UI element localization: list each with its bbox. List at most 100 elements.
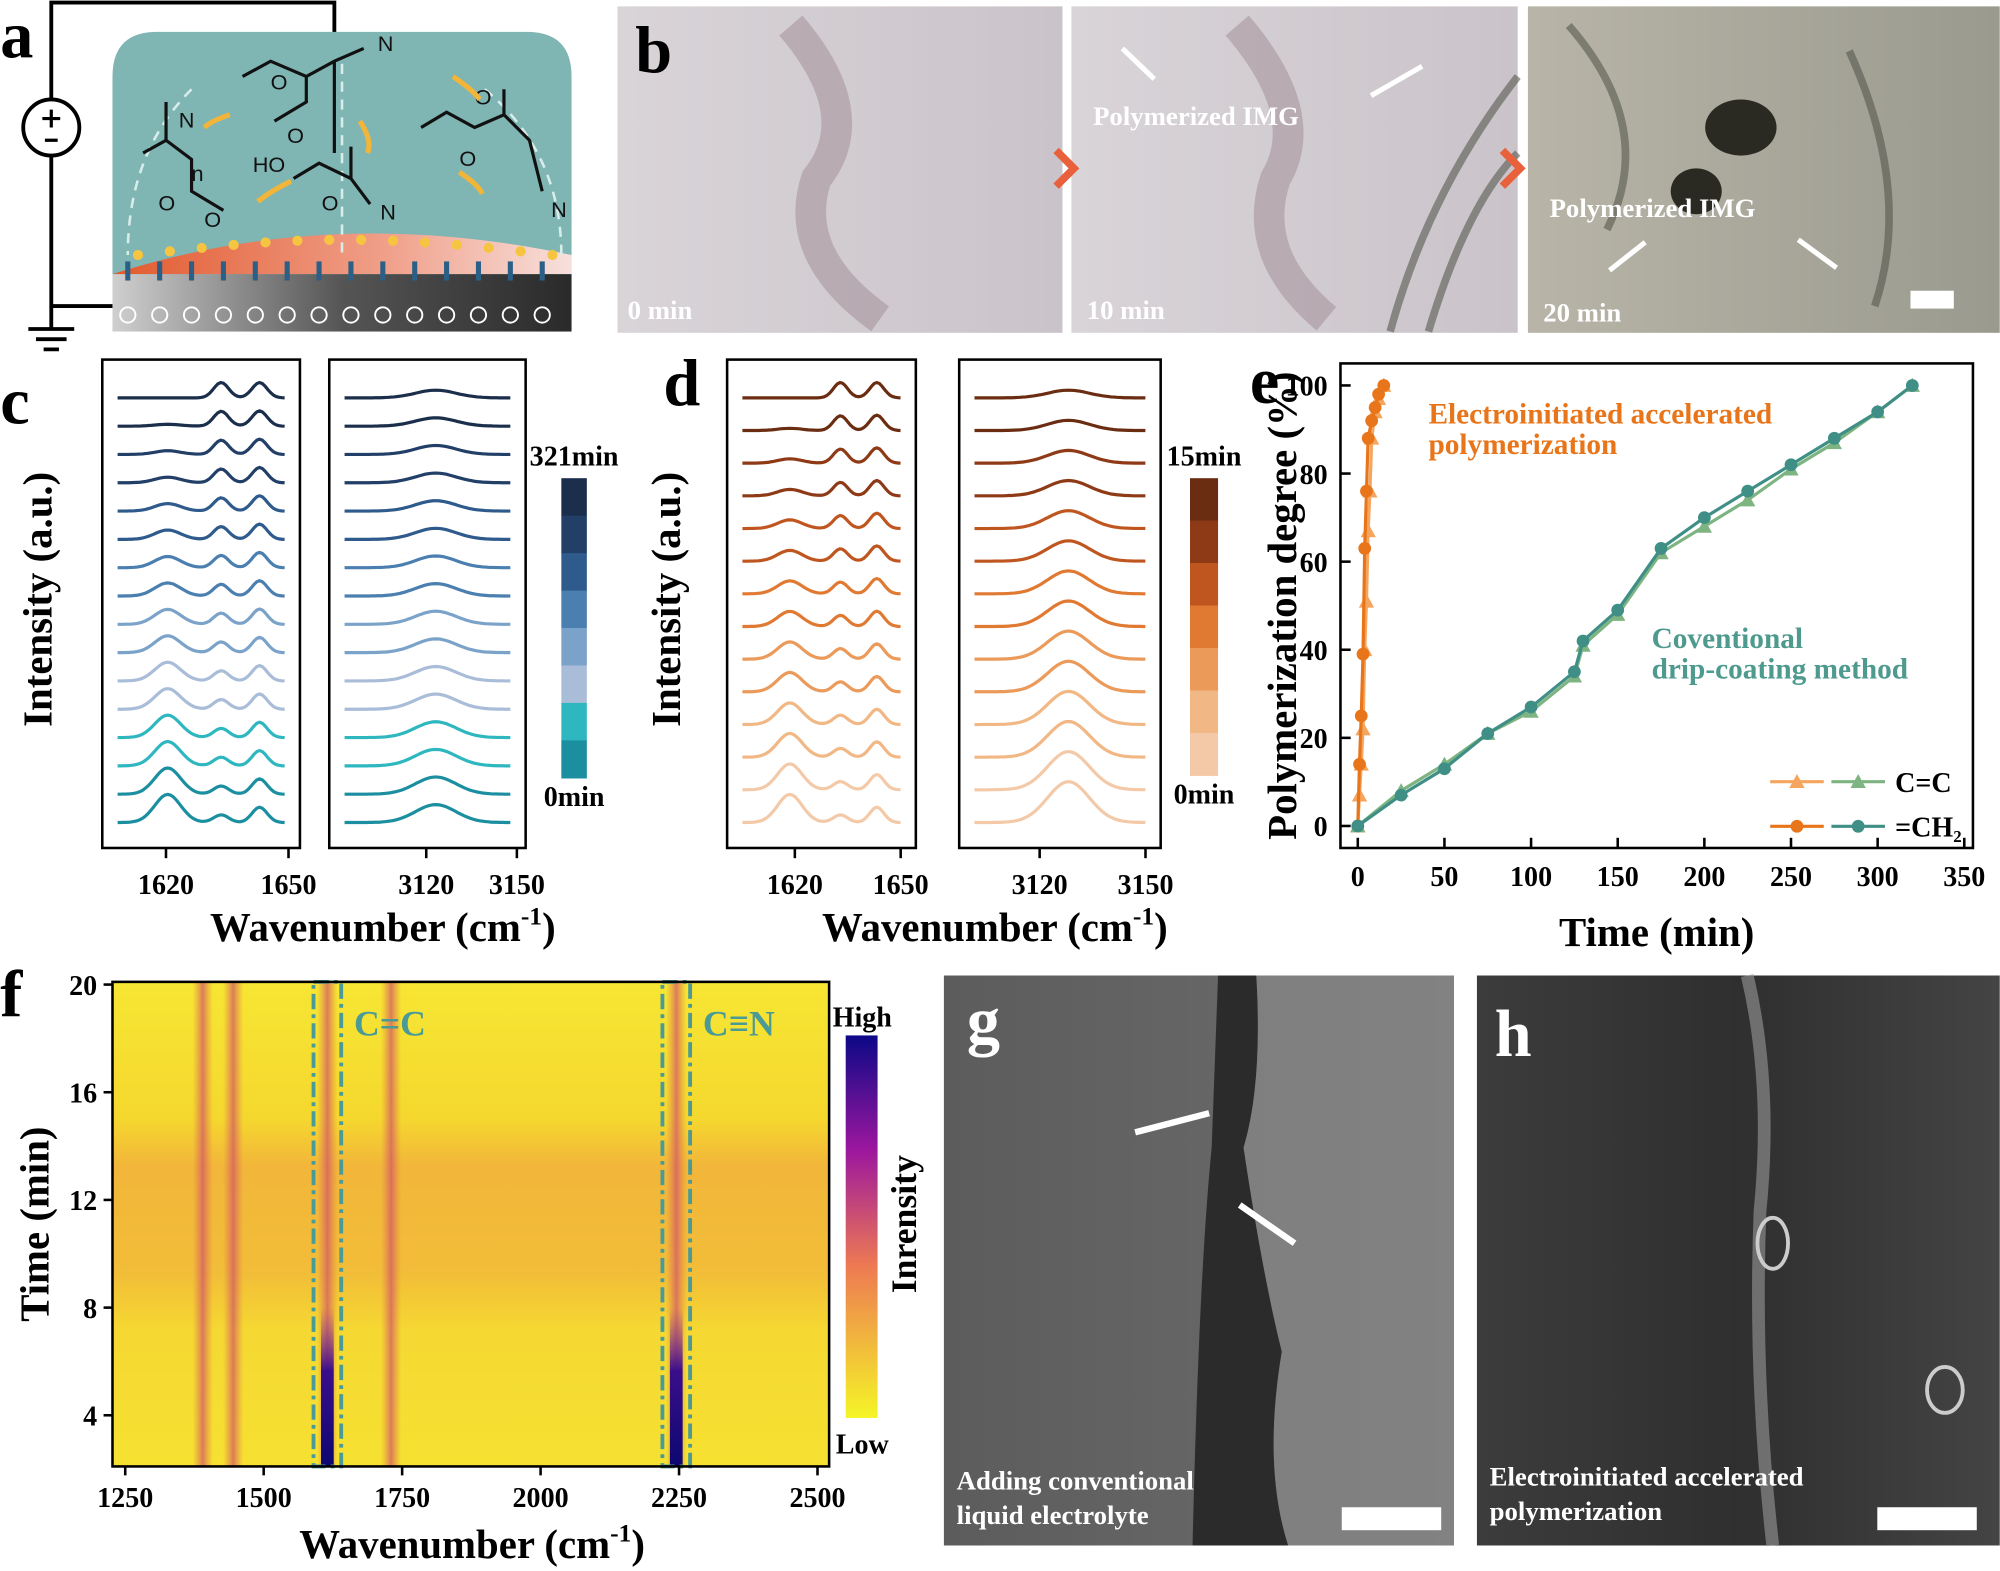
marker: [1361, 431, 1375, 445]
electrode: [112, 274, 572, 332]
heatmap-band: [192, 981, 213, 1467]
spectrum-curve: [974, 780, 1146, 825]
spectrum-curve: [117, 713, 285, 740]
marker: [1355, 721, 1371, 736]
marker: [1481, 727, 1495, 740]
spectrum-curve: [117, 766, 285, 796]
x-axis-label: Wavenumber (cm-1): [210, 901, 556, 950]
ion-icon: [451, 239, 462, 250]
heatmap-band: [380, 981, 402, 1467]
colorbar-block: [561, 590, 587, 629]
photo-texture: [779, 15, 890, 332]
photo-texture: [1386, 22, 1893, 333]
spectrum-curve: [117, 522, 285, 541]
x-axis-label-part: Wavenumber (cm: [299, 1522, 610, 1567]
spectrum-curve: [974, 569, 1146, 596]
charge-icon: [278, 306, 296, 324]
spectrum-curve: [742, 511, 901, 531]
marker: [1351, 819, 1365, 833]
arrow-chevron: [1053, 147, 1526, 189]
sem-texture: [1755, 1215, 1790, 1271]
marker: [1611, 603, 1625, 617]
atom-label: n: [192, 161, 204, 186]
atom-label: HO: [253, 152, 285, 177]
y-tick-label: 60: [1300, 548, 1328, 579]
x-axis-label-part: -1: [1133, 901, 1154, 930]
heatmap-bg: [112, 981, 830, 1467]
x-tick-label: 1250: [97, 1483, 153, 1514]
marker: [1740, 492, 1756, 507]
plot-frame: [111, 980, 831, 1468]
colorbar-block: [1189, 647, 1219, 692]
y-tick-label: 100: [1286, 372, 1328, 403]
charge-icon: [501, 306, 519, 324]
photo-texture: [1225, 15, 1337, 331]
y-tick-label: 20: [1300, 724, 1328, 755]
marker: [1353, 757, 1366, 771]
y-tick-label: 16: [69, 1078, 97, 1109]
spectrum-curve: [117, 687, 285, 711]
scale-bar: [1341, 1507, 1442, 1531]
atom-label: O: [459, 146, 476, 171]
x-axis-label: Wavenumber (cm-1): [299, 1519, 645, 1568]
reaction-arrows: [202, 74, 485, 204]
colorbar-block: [1189, 690, 1219, 734]
spectrum-curve: [344, 388, 511, 400]
caption: Electroinitiated accelerated: [1490, 1462, 1804, 1492]
marker: [1524, 700, 1538, 714]
colorbar-label: 0min: [544, 782, 605, 813]
panel-label: d: [663, 348, 700, 421]
atom-label: O: [287, 123, 304, 148]
annotation: Polymerized IMG: [1093, 101, 1299, 131]
marker: [1576, 634, 1590, 648]
panel-label: a: [0, 0, 33, 72]
spectrum-curve: [344, 416, 511, 428]
spectrum-curve: [117, 607, 285, 626]
spectrum-curve: [117, 409, 285, 428]
spectrum-curve: [117, 494, 285, 513]
x-tick-label: 250: [1770, 862, 1812, 893]
spectrum-curve: [117, 739, 285, 768]
charge-icon: [119, 306, 137, 324]
x-tick-label: 350: [1943, 862, 1985, 893]
spectrum-curve: [344, 471, 511, 485]
x-tick-label: 300: [1857, 862, 1899, 893]
photo: [617, 6, 1063, 333]
x-tick-label: 50: [1430, 862, 1458, 893]
caption: Adding conventional: [957, 1465, 1194, 1495]
plot-frame: [327, 358, 527, 850]
heatmap-core: [320, 1307, 334, 1467]
x-axis-label-part: -1: [521, 901, 542, 930]
spectrum-curve: [742, 640, 901, 661]
panel-label: c: [0, 365, 29, 438]
charge-icon: [214, 306, 233, 324]
marker: [1784, 458, 1798, 472]
marker: [1358, 542, 1372, 555]
marker: [1871, 405, 1885, 419]
marker: [1654, 542, 1668, 555]
x-tick-label: 0: [1351, 862, 1365, 893]
spectrum-curve: [974, 478, 1146, 498]
spectrum-curve: [974, 599, 1146, 629]
colorbar-label: 321min: [530, 441, 619, 472]
x-axis-label: Wavenumber (cm-1): [822, 901, 1168, 950]
y-tick-label: 4: [83, 1401, 97, 1432]
spectrum-curve: [117, 634, 285, 655]
marker: [1741, 484, 1755, 498]
ion-icon: [164, 246, 175, 257]
spectrum-curve: [974, 418, 1146, 433]
molecule-bonds: [142, 46, 544, 212]
spectrum-curve: [742, 413, 901, 433]
colorbar-label: 0min: [1174, 779, 1235, 810]
spectrum-curve: [742, 544, 901, 563]
photo-texture: [1705, 99, 1777, 156]
ion-icon: [419, 237, 431, 248]
charge-icon: [310, 306, 328, 324]
photo: [1527, 6, 2000, 333]
marker: [1356, 647, 1370, 661]
atom-label: N: [380, 199, 396, 224]
y-tick-label: 80: [1300, 460, 1328, 491]
ion-icon: [324, 234, 335, 245]
spectrum-curve: [117, 380, 285, 400]
spectrum-curve: [344, 664, 511, 683]
